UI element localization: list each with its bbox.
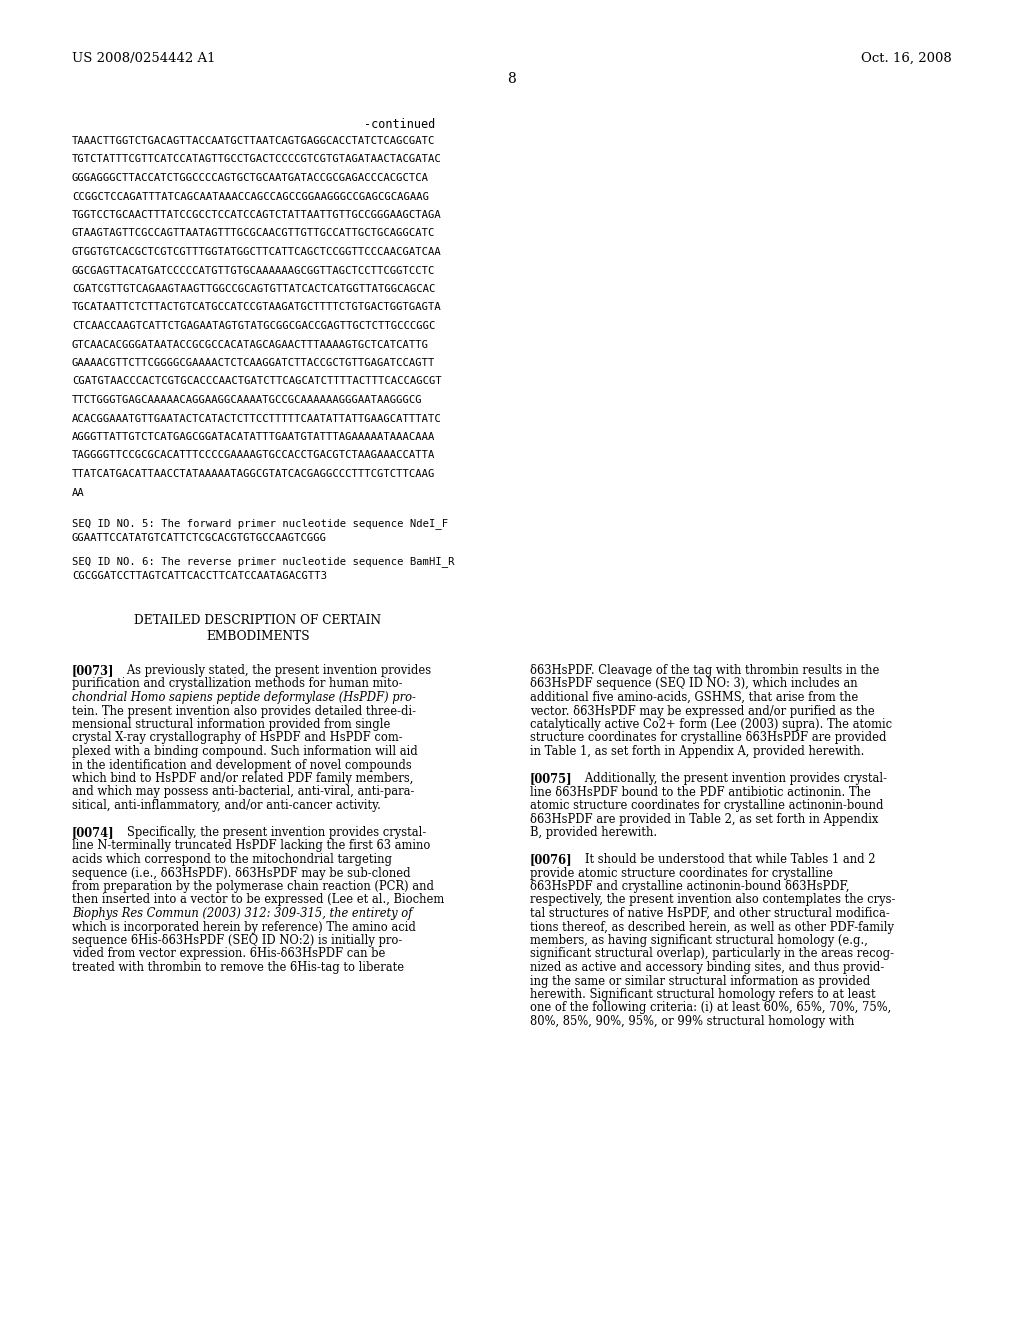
- Text: As previously stated, the present invention provides: As previously stated, the present invent…: [116, 664, 431, 677]
- Text: GGGAGGGCTTACCATCTGGCCCCAGTGCTGCAATGATACCGCGAGACCCACGCTCA: GGGAGGGCTTACCATCTGGCCCCAGTGCTGCAATGATACC…: [72, 173, 429, 183]
- Text: tal structures of native HsPDF, and other structural modifica-: tal structures of native HsPDF, and othe…: [530, 907, 890, 920]
- Text: in the identification and development of novel compounds: in the identification and development of…: [72, 759, 412, 771]
- Text: one of the following criteria: (i) at least 60%, 65%, 70%, 75%,: one of the following criteria: (i) at le…: [530, 1002, 891, 1015]
- Text: Additionally, the present invention provides crystal-: Additionally, the present invention prov…: [574, 772, 887, 785]
- Text: purification and crystallization methods for human mito-: purification and crystallization methods…: [72, 677, 402, 690]
- Text: from preparation by the polymerase chain reaction (PCR) and: from preparation by the polymerase chain…: [72, 880, 434, 894]
- Text: herewith. Significant structural homology refers to at least: herewith. Significant structural homolog…: [530, 987, 876, 1001]
- Text: -continued: -continued: [365, 117, 435, 131]
- Text: TGTCTATTTCGTTCATCCATAGTTGCCTGACTCCCCGTCGTGTAGATAACTACGATAC: TGTCTATTTCGTTCATCCATAGTTGCCTGACTCCCCGTCG…: [72, 154, 441, 165]
- Text: ing the same or similar structural information as provided: ing the same or similar structural infor…: [530, 974, 870, 987]
- Text: mensional structural information provided from single: mensional structural information provide…: [72, 718, 390, 731]
- Text: vector. δ63HsPDF may be expressed and/or purified as the: vector. δ63HsPDF may be expressed and/or…: [530, 705, 874, 718]
- Text: DETAILED DESCRIPTION OF CERTAIN: DETAILED DESCRIPTION OF CERTAIN: [134, 614, 382, 627]
- Text: sequence 6His-δ63HsPDF (SEQ ID NO:2) is initially pro-: sequence 6His-δ63HsPDF (SEQ ID NO:2) is …: [72, 935, 402, 946]
- Text: CGCGGATCCTTAGTCATTCACCTTCATCCAATAGACGTT3: CGCGGATCCTTAGTCATTCACCTTCATCCAATAGACGTT3: [72, 572, 327, 581]
- Text: treated with thrombin to remove the 6His-tag to liberate: treated with thrombin to remove the 6His…: [72, 961, 404, 974]
- Text: chondrial Homo sapiens peptide deformylase (HsPDF) pro-: chondrial Homo sapiens peptide deformyla…: [72, 690, 416, 704]
- Text: plexed with a binding compound. Such information will aid: plexed with a binding compound. Such inf…: [72, 744, 418, 758]
- Text: sitical, anti-inflammatory, and/or anti-cancer activity.: sitical, anti-inflammatory, and/or anti-…: [72, 799, 381, 812]
- Text: 8: 8: [508, 73, 516, 86]
- Text: TAAACTTGGTCTGACAGTTACCAATGCTTAATCAGTGAGGCACCTATCTCAGCGATC: TAAACTTGGTCTGACAGTTACCAATGCTTAATCAGTGAGG…: [72, 136, 435, 147]
- Text: SEQ ID NO. 5: The forward primer nucleotide sequence NdeI_F: SEQ ID NO. 5: The forward primer nucleot…: [72, 517, 449, 529]
- Text: Oct. 16, 2008: Oct. 16, 2008: [861, 51, 952, 65]
- Text: 80%, 85%, 90%, 95%, or 99% structural homology with: 80%, 85%, 90%, 95%, or 99% structural ho…: [530, 1015, 854, 1028]
- Text: TTCTGGGTGAGCAAAAACAGGAAGGCAAAATGCCGCAAAAAAGGGAATAAGGGCG: TTCTGGGTGAGCAAAAACAGGAAGGCAAAATGCCGCAAAA…: [72, 395, 423, 405]
- Text: EMBODIMENTS: EMBODIMENTS: [206, 630, 310, 643]
- Text: structure coordinates for crystalline δ63HsPDF are provided: structure coordinates for crystalline δ6…: [530, 731, 887, 744]
- Text: CGATGTAACCCACTCGTGCACCCAACTGATCTTCAGCATCTTTTACTTTCACCAGCGT: CGATGTAACCCACTCGTGCACCCAACTGATCTTCAGCATC…: [72, 376, 441, 387]
- Text: TGGTCCTGCAACTTTATCCGCCTCCATCCAGTCTATTAATTGTTGCCGGGAAGCTAGA: TGGTCCTGCAACTTTATCCGCCTCCATCCAGTCTATTAAT…: [72, 210, 441, 220]
- Text: δ63HsPDF are provided in Table 2, as set forth in Appendix: δ63HsPDF are provided in Table 2, as set…: [530, 813, 879, 825]
- Text: then inserted into a vector to be expressed (Lee et al., Biochem: then inserted into a vector to be expres…: [72, 894, 444, 907]
- Text: δ63HsPDF. Cleavage of the tag with thrombin results in the: δ63HsPDF. Cleavage of the tag with throm…: [530, 664, 880, 677]
- Text: respectively, the present invention also contemplates the crys-: respectively, the present invention also…: [530, 894, 895, 907]
- Text: atomic structure coordinates for crystalline actinonin-bound: atomic structure coordinates for crystal…: [530, 799, 884, 812]
- Text: TGCATAATTCTCTTACTGTCATGCCATCCGTAAGATGCTTTTCTGTGACTGGTGAGTA: TGCATAATTCTCTTACTGTCATGCCATCCGTAAGATGCTT…: [72, 302, 441, 313]
- Text: It should be understood that while Tables 1 and 2: It should be understood that while Table…: [574, 853, 876, 866]
- Text: line N-terminally truncated HsPDF lacking the first 63 amino: line N-terminally truncated HsPDF lackin…: [72, 840, 430, 853]
- Text: GAAAACGTTCTTCGGGGCGAAAACTCTCAAGGATCTTACCGCTGTTGAGATCCAGTT: GAAAACGTTCTTCGGGGCGAAAACTCTCAAGGATCTTACC…: [72, 358, 435, 368]
- Text: [0075]: [0075]: [530, 772, 572, 785]
- Text: [0076]: [0076]: [530, 853, 572, 866]
- Text: B, provided herewith.: B, provided herewith.: [530, 826, 657, 840]
- Text: GTAAGTAGTTCGCCAGTTAATAGTTTGCGCAACGTTGTTGCCATTGCTGCAGGCATC: GTAAGTAGTTCGCCAGTTAATAGTTTGCGCAACGTTGTTG…: [72, 228, 435, 239]
- Text: GGCGAGTTACATGATCCCCCATGTTGTGCAAAAAAGCGGTTAGCTCCTTCGGTCCTC: GGCGAGTTACATGATCCCCCATGTTGTGCAAAAAAGCGGT…: [72, 265, 435, 276]
- Text: TTATCATGACATTAACCTATAAAAATAGGCGTATCACGAGGCCCTTTCGTCTTCAAG: TTATCATGACATTAACCTATAAAAATAGGCGTATCACGAG…: [72, 469, 435, 479]
- Text: members, as having significant structural homology (e.g.,: members, as having significant structura…: [530, 935, 868, 946]
- Text: GTCAACACGGGATAATACCGCGCCACATAGCAGAACTTTAAAAGTGCTCATCATTG: GTCAACACGGGATAATACCGCGCCACATAGCAGAACTTTA…: [72, 339, 429, 350]
- Text: AGGGTTATTGTCTCATGAGCGGATACATATTTGAATGTATTTAGAAAAATAAACAAA: AGGGTTATTGTCTCATGAGCGGATACATATTTGAATGTAT…: [72, 432, 435, 442]
- Text: Biophys Res Commun (2003) 312: 309-315, the entirety of: Biophys Res Commun (2003) 312: 309-315, …: [72, 907, 413, 920]
- Text: vided from vector expression. 6His-δ63HsPDF can be: vided from vector expression. 6His-δ63Hs…: [72, 948, 385, 961]
- Text: SEQ ID NO. 6: The reverse primer nucleotide sequence BamHI_R: SEQ ID NO. 6: The reverse primer nucleot…: [72, 556, 455, 566]
- Text: CCGGCTCCAGATTTATCAGCAATAAACCAGCCAGCCGGAAGGGCCGAGCGCAGAAG: CCGGCTCCAGATTTATCAGCAATAAACCAGCCAGCCGGAA…: [72, 191, 429, 202]
- Text: catalytically active Co2+ form (Lee (2003) supra). The atomic: catalytically active Co2+ form (Lee (200…: [530, 718, 892, 731]
- Text: CGATCGTTGTCAGAAGTAAGTTGGCCGCAGTGTTATCACTCATGGTTATGGCAGCAC: CGATCGTTGTCAGAAGTAAGTTGGCCGCAGTGTTATCACT…: [72, 284, 435, 294]
- Text: CTCAACCAAGTCATTCTGAGAATAGTGTATGCGGCGACCGAGTTGCTCTTGCCCGGC: CTCAACCAAGTCATTCTGAGAATAGTGTATGCGGCGACCG…: [72, 321, 435, 331]
- Text: significant structural overlap), particularly in the areas recog-: significant structural overlap), particu…: [530, 948, 894, 961]
- Text: sequence (i.e., δ63HsPDF). δ63HsPDF may be sub-cloned: sequence (i.e., δ63HsPDF). δ63HsPDF may …: [72, 866, 411, 879]
- Text: [0073]: [0073]: [72, 664, 115, 677]
- Text: crystal X-ray crystallography of HsPDF and HsPDF com-: crystal X-ray crystallography of HsPDF a…: [72, 731, 402, 744]
- Text: additional five amino-acids, GSHMS, that arise from the: additional five amino-acids, GSHMS, that…: [530, 690, 858, 704]
- Text: ACACGGAAATGTTGAATACTCATACTCTTCCTTTTTCAATATTATTGAAGCATTTATC: ACACGGAAATGTTGAATACTCATACTCTTCCTTTTTCAAT…: [72, 413, 441, 424]
- Text: AA: AA: [72, 487, 85, 498]
- Text: and which may possess anti-bacterial, anti-viral, anti-para-: and which may possess anti-bacterial, an…: [72, 785, 415, 799]
- Text: tions thereof, as described herein, as well as other PDF-family: tions thereof, as described herein, as w…: [530, 920, 894, 933]
- Text: acids which correspond to the mitochondrial targeting: acids which correspond to the mitochondr…: [72, 853, 392, 866]
- Text: δ63HsPDF sequence (SEQ ID NO: 3), which includes an: δ63HsPDF sequence (SEQ ID NO: 3), which …: [530, 677, 858, 690]
- Text: line δ63HsPDF bound to the PDF antibiotic actinonin. The: line δ63HsPDF bound to the PDF antibioti…: [530, 785, 870, 799]
- Text: Specifically, the present invention provides crystal-: Specifically, the present invention prov…: [116, 826, 426, 840]
- Text: provide atomic structure coordinates for crystalline: provide atomic structure coordinates for…: [530, 866, 833, 879]
- Text: nized as active and accessory binding sites, and thus provid-: nized as active and accessory binding si…: [530, 961, 885, 974]
- Text: which is incorporated herein by reference) The amino acid: which is incorporated herein by referenc…: [72, 920, 416, 933]
- Text: tein. The present invention also provides detailed three-di-: tein. The present invention also provide…: [72, 705, 416, 718]
- Text: in Table 1, as set forth in Appendix A, provided herewith.: in Table 1, as set forth in Appendix A, …: [530, 744, 864, 758]
- Text: US 2008/0254442 A1: US 2008/0254442 A1: [72, 51, 215, 65]
- Text: [0074]: [0074]: [72, 826, 115, 840]
- Text: which bind to HsPDF and/or related PDF family members,: which bind to HsPDF and/or related PDF f…: [72, 772, 414, 785]
- Text: δ63HsPDF and crystalline actinonin-bound δ63HsPDF,: δ63HsPDF and crystalline actinonin-bound…: [530, 880, 850, 894]
- Text: GGAATTCCATATGTCATTCTCGCACGTGTGCCAAGTCGGG: GGAATTCCATATGTCATTCTCGCACGTGTGCCAAGTCGGG: [72, 533, 327, 543]
- Text: TAGGGGTTCCGCGCACATTTCCCCGAAAAGTGCCACCTGACGTCTAAGAAACCATTA: TAGGGGTTCCGCGCACATTTCCCCGAAAAGTGCCACCTGA…: [72, 450, 435, 461]
- Text: GTGGTGTCACGCTCGTCGTTTGGTATGGCTTCATTCAGCTCCGGTTCCCAACGATCAA: GTGGTGTCACGCTCGTCGTTTGGTATGGCTTCATTCAGCT…: [72, 247, 441, 257]
